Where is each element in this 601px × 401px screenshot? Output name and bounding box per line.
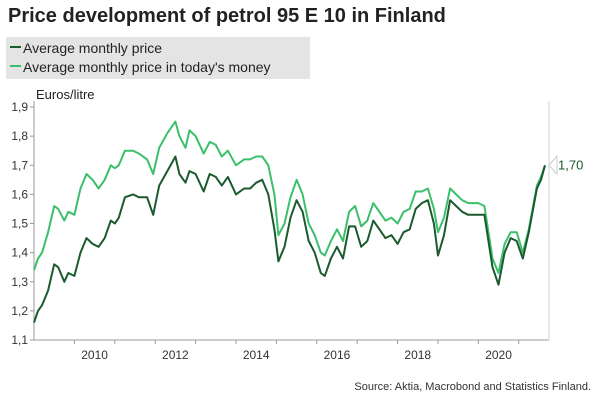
legend-swatch-series-1 <box>10 46 21 49</box>
x-tick-label: 2018 <box>404 348 431 362</box>
source-note: Source: Aktia, Macrobond and Statistics … <box>354 381 591 393</box>
y-tick-label: 1,6 <box>11 187 28 201</box>
y-tick-label: 1,4 <box>11 246 28 260</box>
y-tick-label: 1,8 <box>11 129 28 143</box>
y-tick-label: 1,5 <box>11 217 28 231</box>
series-line-1 <box>33 155 546 323</box>
y-tick-label: 1,2 <box>11 304 28 318</box>
y-tick-label: 1,7 <box>11 158 28 172</box>
y-axis-label: Euros/litre <box>36 87 95 102</box>
chart-legend: Average monthly price Average monthly pr… <box>6 37 310 79</box>
chart-title: Price development of petrol 95 E 10 in F… <box>8 5 446 27</box>
x-tick-label: 2010 <box>81 348 108 362</box>
y-tick-label: 1,3 <box>11 275 28 289</box>
legend-item-series-2: Average monthly price in today's money <box>10 57 271 77</box>
legend-label-series-1: Average monthly price <box>23 40 163 56</box>
y-tick-label: 1,1 <box>11 333 28 347</box>
end-label-pointer <box>548 154 558 176</box>
series-line-2 <box>33 120 546 274</box>
legend-label-series-2: Average monthly price in today's money <box>23 59 271 75</box>
x-tick-label: 2014 <box>243 348 270 362</box>
end-value-label: 1,70 <box>558 157 583 172</box>
legend-swatch-series-2 <box>10 65 21 68</box>
x-tick-label: 2020 <box>485 348 512 362</box>
x-tick-label: 2012 <box>162 348 189 362</box>
x-tick-label: 2016 <box>324 348 351 362</box>
legend-item-series-1: Average monthly price <box>10 38 162 58</box>
y-tick-label: 1,9 <box>11 100 28 114</box>
